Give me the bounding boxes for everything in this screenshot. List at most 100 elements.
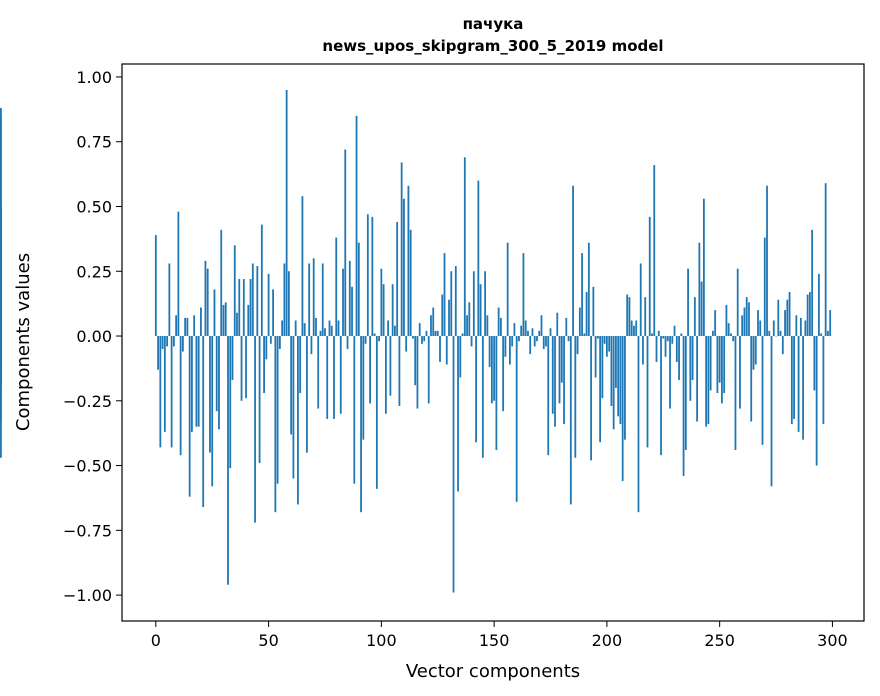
bar-100 [380, 268, 383, 337]
bar-227 [666, 336, 669, 342]
y-tick-label: 0.25 [76, 262, 112, 281]
bar-86 [348, 260, 351, 337]
bar-190 [583, 333, 586, 337]
bar-62 [294, 320, 297, 337]
bar-245 [707, 336, 710, 425]
bar-116 [416, 336, 419, 409]
bar-123 [432, 307, 435, 337]
bar-260 [741, 315, 744, 337]
bar-55 [278, 336, 281, 349]
bar-169 [536, 336, 538, 342]
bar-156 [506, 242, 509, 337]
bar-82 [339, 336, 342, 414]
bar-197 [599, 336, 602, 443]
bar-128 [443, 253, 446, 337]
bar-113 [409, 229, 412, 337]
bar-225 [662, 336, 665, 339]
bar-9 [175, 315, 178, 337]
bar-43 [251, 263, 254, 337]
bar-50 [267, 273, 270, 337]
bar-287 [802, 336, 804, 440]
bar-107 [396, 222, 399, 337]
bar-165 [527, 330, 529, 337]
bar-215 [639, 263, 642, 337]
bar-51 [269, 336, 272, 344]
bar-268 [759, 320, 762, 337]
bar-261 [743, 307, 746, 337]
bar-202 [610, 336, 613, 406]
bar-163 [522, 253, 525, 337]
bar-234 [682, 336, 685, 476]
bar-229 [671, 336, 674, 344]
bar-297 [824, 183, 827, 337]
bar-208 [624, 336, 626, 440]
bar-38 [240, 336, 243, 401]
bar-238 [691, 336, 694, 381]
bar-125 [436, 330, 439, 337]
bar-258 [736, 268, 739, 337]
bar-111 [405, 336, 408, 352]
bar-61 [292, 336, 295, 479]
bar-147 [486, 315, 489, 337]
y-tick-label: −0.50 [63, 457, 112, 476]
bar-37 [238, 279, 241, 337]
bar-92 [362, 336, 365, 440]
bar-282 [790, 336, 793, 425]
x-tick-label: 0 [151, 631, 161, 650]
bar-290 [808, 291, 811, 337]
x-tick-label: 200 [592, 631, 623, 650]
bar-19 [197, 336, 200, 427]
bar-83 [342, 268, 344, 337]
bar-131 [450, 271, 453, 337]
bar-76 [326, 336, 329, 419]
bar-64 [299, 336, 302, 394]
bar-139 [468, 302, 471, 337]
bar-undefined [0, 336, 2, 458]
bar-263 [748, 302, 750, 337]
y-tick-label: 1.00 [76, 68, 112, 87]
bar-97 [373, 333, 376, 337]
bar-232 [678, 336, 680, 381]
bar-98 [375, 336, 378, 489]
bar-14 [186, 317, 189, 337]
bar-121 [427, 336, 430, 404]
bar-153 [499, 317, 502, 337]
bar-3 [161, 336, 164, 349]
bar-105 [391, 284, 394, 337]
chart-title-line-2: news_upos_skipgram_300_5_2019 model [322, 37, 663, 55]
bar-173 [545, 336, 547, 347]
bar-138 [466, 315, 468, 337]
bar-284 [795, 315, 798, 337]
bar-33 [229, 336, 232, 469]
bar-211 [630, 320, 633, 337]
bar-200 [605, 336, 608, 357]
y-axis-label: Components values [13, 253, 34, 431]
bar-298 [827, 330, 829, 337]
bar-254 [727, 323, 730, 337]
bar-101 [382, 284, 385, 337]
bar-106 [393, 325, 396, 337]
bar-291 [811, 229, 814, 337]
bar-206 [619, 336, 622, 425]
bar-184 [569, 336, 572, 505]
bar-74 [321, 263, 324, 337]
bar-181 [563, 336, 565, 425]
bar-166 [529, 336, 532, 355]
bar-149 [490, 336, 493, 404]
x-tick-label: 100 [366, 631, 397, 650]
bar-283 [793, 336, 795, 419]
bar-30 [222, 304, 225, 337]
bar-73 [319, 330, 322, 337]
bar-246 [709, 336, 712, 391]
bar-1 [157, 336, 159, 370]
bar-87 [351, 286, 353, 337]
bar-167 [531, 328, 534, 337]
bar-272 [768, 330, 771, 337]
bar-222 [655, 336, 658, 362]
bar-31 [224, 302, 227, 337]
bar-134 [457, 336, 459, 492]
bar-168 [533, 336, 536, 347]
bar-288 [804, 320, 807, 337]
bar-277 [779, 330, 782, 337]
bar-70 [312, 258, 315, 337]
